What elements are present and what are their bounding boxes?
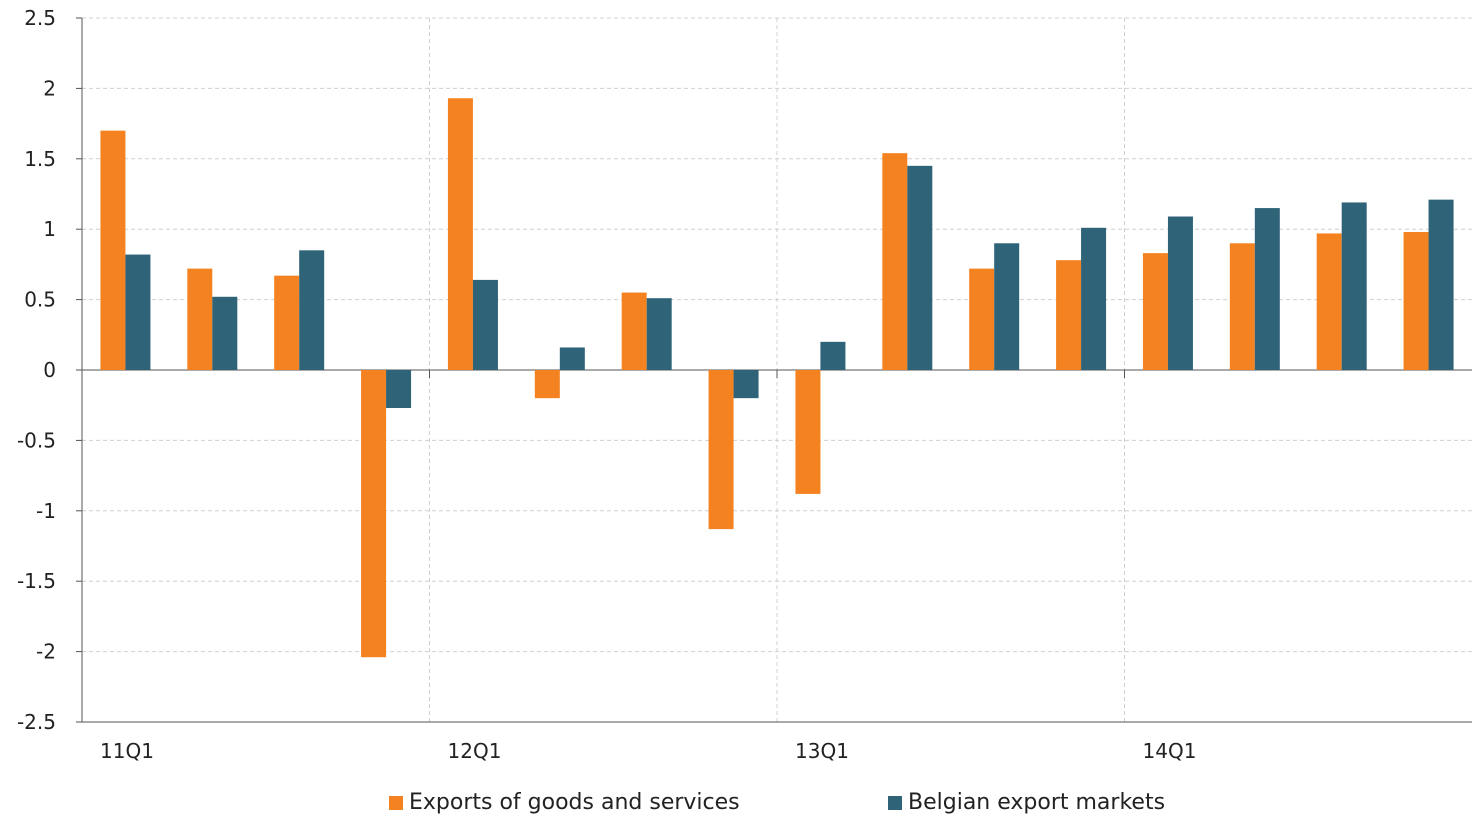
bar-export-markets	[1428, 199, 1454, 370]
bar-export-markets	[1254, 208, 1280, 370]
y-tick-label: -0.5	[17, 428, 56, 452]
bar-exports	[274, 275, 300, 370]
bar-exports	[187, 268, 213, 370]
bar-export-markets	[472, 279, 498, 370]
y-tick-label: 2	[43, 76, 56, 100]
x-tick-label: 12Q1	[448, 739, 502, 763]
bar-exports	[1229, 243, 1255, 370]
x-tick-label: 11Q1	[100, 739, 154, 763]
bar-exports	[100, 130, 126, 370]
bar-export-markets	[559, 347, 585, 370]
bar-exports	[1142, 253, 1168, 370]
bar-exports	[708, 370, 734, 530]
y-tick-label: 2.5	[24, 6, 56, 30]
bar-exports	[621, 292, 647, 370]
bar-exports	[795, 370, 821, 494]
legend-swatch-markets	[888, 795, 902, 810]
legend-label-markets: Belgian export markets	[908, 790, 1166, 815]
x-tick-label: 14Q1	[1143, 739, 1197, 763]
bar-exports	[1403, 232, 1429, 370]
bar-export-markets	[820, 341, 846, 370]
y-tick-label: 0.5	[24, 288, 56, 312]
bar-export-markets	[1341, 202, 1367, 370]
legend-item-exports: Exports of goods and services	[389, 790, 740, 815]
bar-export-markets	[299, 250, 325, 370]
bar-exports	[1316, 233, 1342, 370]
x-tick-label: 13Q1	[795, 739, 849, 763]
y-tick-label: -2	[36, 640, 56, 664]
bar-export-markets	[907, 165, 933, 370]
bar-export-markets	[994, 243, 1020, 370]
bar-export-markets	[733, 370, 759, 399]
y-tick-label: 0	[43, 358, 56, 382]
bar-exports	[882, 153, 908, 370]
bar-export-markets	[212, 296, 238, 370]
y-tick-label: -2.5	[17, 710, 56, 734]
y-tick-label: -1	[36, 499, 56, 523]
y-tick-label: 1.5	[24, 147, 56, 171]
legend-swatch-exports	[389, 795, 403, 810]
bars	[100, 98, 1454, 658]
bar-export-markets	[1081, 227, 1107, 370]
bar-export-markets	[646, 298, 672, 370]
tick-labels: 2.5 2 1.5 1 0.5 0 -0.5 -1 -1.5 -2 -2.5 11Q1 12Q1 13Q1…	[17, 6, 1196, 763]
legend-item-markets: Belgian export markets	[888, 790, 1165, 815]
bar-exports	[534, 370, 560, 399]
bar-export-markets	[386, 370, 412, 409]
y-tick-label: -1.5	[17, 569, 56, 593]
bar-exports	[447, 98, 473, 371]
bar-export-markets	[125, 254, 151, 370]
legend-label-exports: Exports of goods and services	[409, 790, 740, 815]
bar-export-markets	[1167, 216, 1193, 370]
y-tick-label: 1	[43, 217, 56, 241]
legend: Exports of goods and services Belgian ex…	[0, 790, 1472, 826]
bar-exports	[361, 370, 387, 658]
bar-exports	[969, 268, 995, 370]
bar-exports	[1056, 260, 1082, 370]
